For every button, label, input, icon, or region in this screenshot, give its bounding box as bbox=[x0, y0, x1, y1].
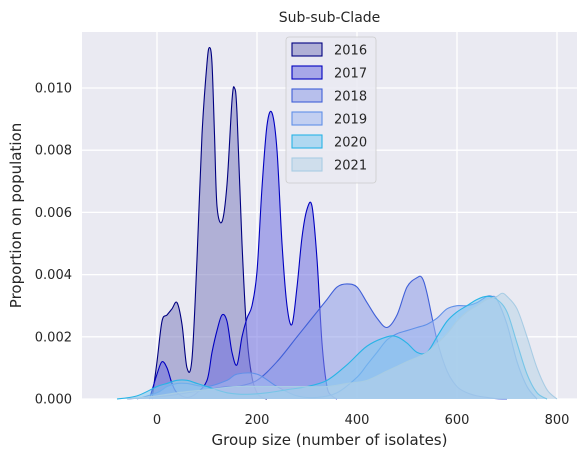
x-tick-label: 800 bbox=[545, 413, 570, 428]
y-axis-label: Proportion on population bbox=[7, 123, 25, 308]
x-axis-label: Group size (number of isolates) bbox=[212, 431, 448, 449]
x-tick-label: 0 bbox=[153, 413, 161, 428]
legend-label-2020: 2020 bbox=[334, 136, 367, 151]
series-line-2021 bbox=[126, 292, 558, 400]
legend-swatch-2021 bbox=[291, 157, 323, 172]
series-line-2016 bbox=[151, 46, 268, 400]
series-layer bbox=[116, 46, 558, 400]
legend-label-2016: 2016 bbox=[334, 44, 367, 59]
y-tick-label: 0.002 bbox=[35, 330, 72, 345]
legend-swatch-2017 bbox=[291, 65, 323, 80]
x-tick-label: 200 bbox=[245, 413, 270, 428]
legend: 2016 2017 2018 2019 2020 2021 bbox=[285, 36, 377, 184]
legend-label-2019: 2019 bbox=[334, 113, 367, 128]
series-area-2016 bbox=[152, 47, 267, 400]
legend-swatch-2020 bbox=[291, 134, 323, 149]
y-tick-label: 0.004 bbox=[35, 268, 72, 283]
legend-swatch-2019 bbox=[291, 111, 323, 126]
legend-label-2017: 2017 bbox=[334, 67, 367, 82]
legend-swatch-2018 bbox=[291, 88, 323, 103]
y-tick-label: 0.008 bbox=[35, 144, 72, 159]
y-tick-label: 0.000 bbox=[35, 393, 72, 408]
legend-swatch-2016 bbox=[291, 42, 323, 57]
tick-labels: 0 200 400 600 800 0.000 0.002 0.004 0.006 0.008 0.… bbox=[35, 81, 570, 428]
legend-label-2021: 2021 bbox=[334, 159, 367, 174]
series-area-2021 bbox=[127, 293, 557, 399]
x-tick-label: 400 bbox=[345, 413, 370, 428]
legend-label-2018: 2018 bbox=[334, 90, 367, 105]
y-tick-label: 0.010 bbox=[35, 81, 72, 96]
series-area-2017 bbox=[149, 111, 337, 399]
x-tick-label: 600 bbox=[445, 413, 470, 428]
y-tick-label: 0.006 bbox=[35, 206, 72, 221]
chart-title: Sub-sub-Clade bbox=[279, 10, 381, 26]
